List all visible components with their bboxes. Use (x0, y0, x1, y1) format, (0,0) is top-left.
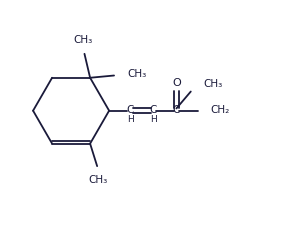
Text: CH₃: CH₃ (89, 175, 108, 185)
Text: CH₃: CH₃ (204, 79, 223, 89)
Text: CH₃: CH₃ (128, 69, 147, 79)
Text: H: H (127, 115, 134, 124)
Text: C: C (127, 105, 134, 115)
Text: O: O (172, 78, 181, 88)
Text: CH₂: CH₂ (210, 105, 230, 115)
Text: H: H (150, 115, 157, 124)
Text: C: C (173, 105, 180, 115)
Text: CH₃: CH₃ (74, 35, 93, 45)
Text: C: C (150, 105, 157, 115)
